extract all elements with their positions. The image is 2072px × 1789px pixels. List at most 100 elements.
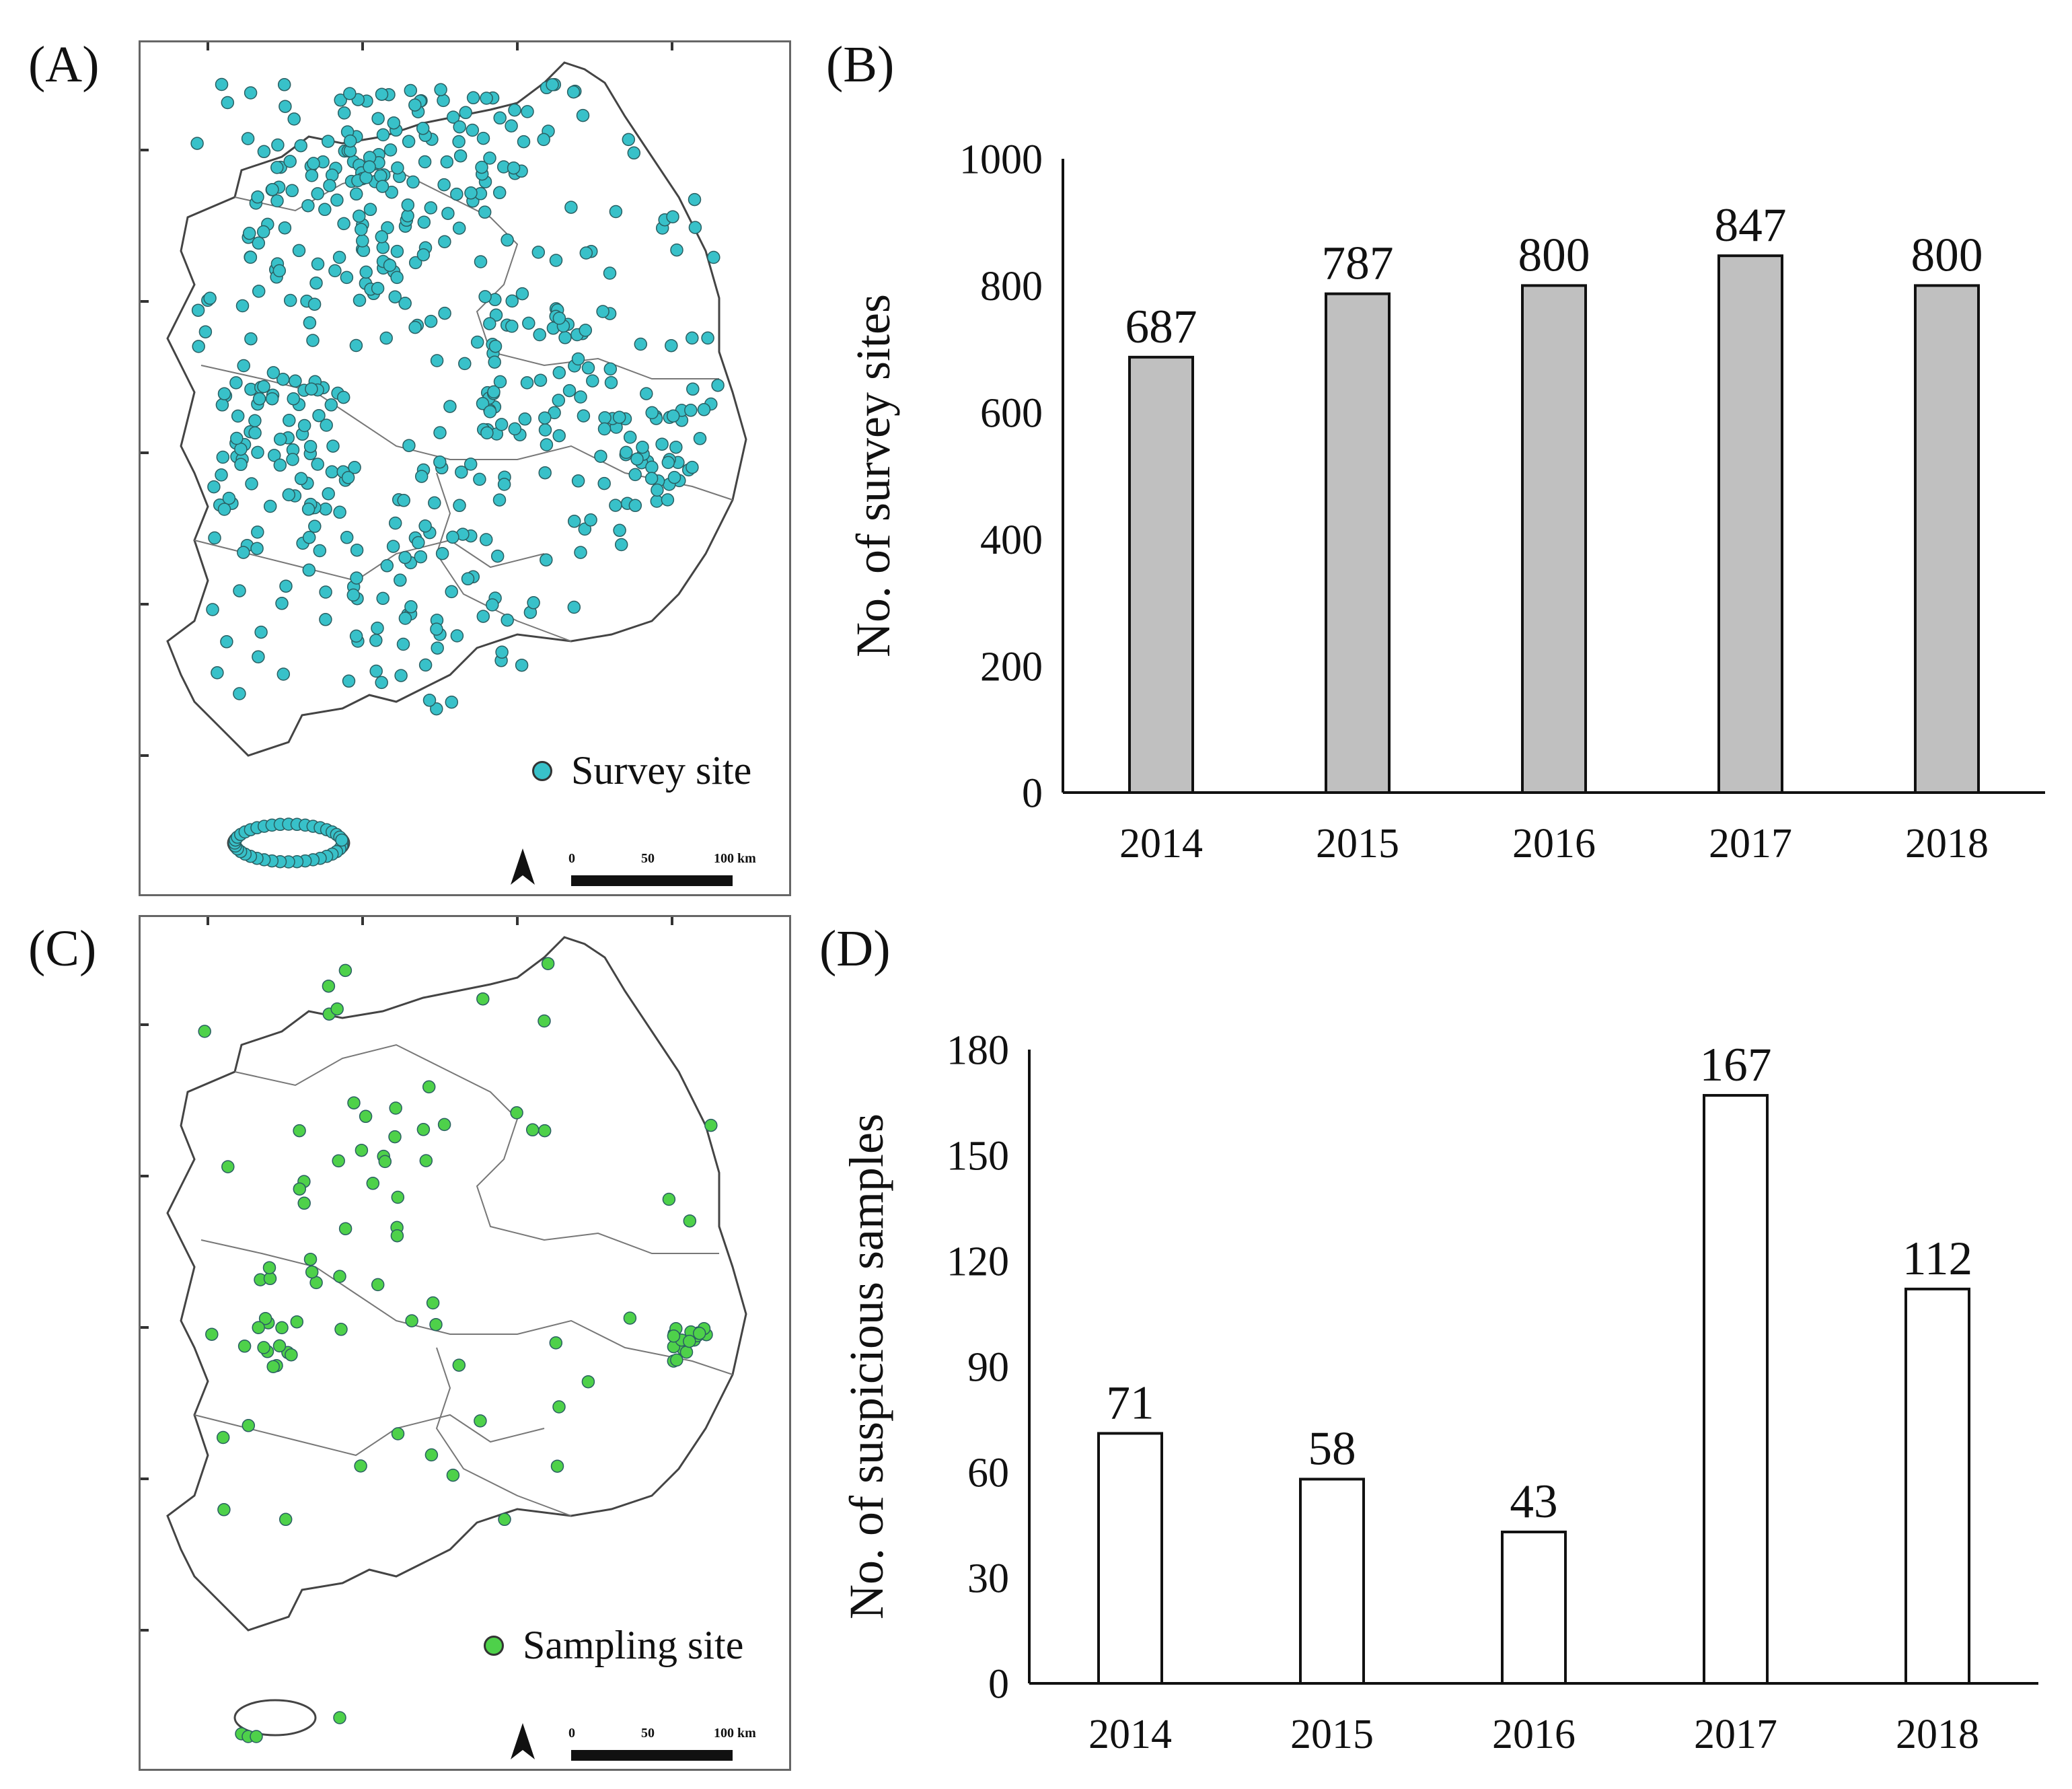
- site-marker: [531, 246, 546, 259]
- chart-b-svg: 0 200 400 600 800 1000 No. of survey sites 687 2…: [846, 137, 2045, 867]
- site-marker: [473, 472, 486, 486]
- scale-tick-100: 100 km: [714, 851, 756, 866]
- site-marker: [334, 1323, 348, 1336]
- site-marker: [476, 131, 490, 145]
- y-axis-label: No. of survey sites: [846, 294, 900, 657]
- site-marker: [574, 390, 587, 404]
- site-marker: [550, 1459, 564, 1473]
- site-marker: [466, 91, 480, 105]
- site-marker: [581, 361, 595, 375]
- site-marker: [644, 472, 659, 485]
- site-marker: [597, 422, 612, 436]
- site-marker: [406, 175, 420, 189]
- site-marker: [251, 525, 264, 539]
- site-marker: [445, 585, 458, 599]
- site-marker: [650, 495, 664, 508]
- site-marker: [303, 316, 317, 330]
- site-marker: [430, 702, 443, 716]
- y-tick-label: 120: [947, 1239, 1009, 1285]
- site-marker: [293, 1124, 306, 1138]
- site-marker: [533, 373, 548, 387]
- site-marker: [391, 1427, 405, 1440]
- site-marker: [441, 207, 455, 220]
- site-marker: [340, 531, 354, 544]
- site-marker: [701, 331, 714, 345]
- site-marker: [305, 169, 319, 182]
- y-tick-label: 200: [980, 644, 1043, 690]
- scale-tick-50: 50: [641, 851, 655, 866]
- y-tick-label: 150: [947, 1134, 1009, 1179]
- scale-bar: 0 50 100 km: [497, 836, 766, 890]
- site-marker: [366, 1177, 380, 1190]
- site-marker: [408, 320, 422, 334]
- site-marker: [326, 439, 340, 453]
- site-marker: [307, 297, 322, 311]
- site-marker: [429, 1317, 443, 1331]
- site-marker: [369, 664, 383, 678]
- site-marker: [574, 546, 587, 559]
- site-marker: [486, 598, 499, 612]
- site-marker: [414, 550, 428, 564]
- site-marker: [613, 523, 626, 538]
- site-marker: [627, 146, 641, 160]
- data-label: 43: [1510, 1475, 1557, 1528]
- site-marker: [651, 483, 664, 497]
- site-marker: [452, 135, 466, 149]
- korea-map-outline: [141, 917, 747, 1743]
- site-marker: [190, 137, 204, 150]
- site-marker: [552, 429, 566, 443]
- site-marker: [275, 597, 289, 610]
- site-marker: [424, 201, 438, 215]
- scale-bar: 0 50 100 km: [497, 1711, 766, 1765]
- x-tick-label: 2017: [1694, 1712, 1777, 1757]
- site-marker: [319, 613, 332, 626]
- site-marker: [237, 546, 250, 559]
- site-marker: [321, 135, 335, 148]
- site-marker: [480, 426, 494, 440]
- site-marker: [371, 621, 384, 635]
- site-marker: [416, 1123, 431, 1136]
- site-marker: [342, 674, 356, 688]
- site-marker: [476, 397, 490, 410]
- site-marker: [492, 493, 507, 507]
- site-marker: [437, 94, 450, 108]
- site-marker: [431, 641, 444, 655]
- site-marker: [630, 452, 644, 466]
- site-marker: [328, 264, 342, 278]
- data-label: 800: [1911, 228, 1983, 281]
- site-marker: [571, 474, 585, 488]
- site-marker: [438, 306, 451, 320]
- site-marker: [552, 366, 566, 379]
- site-marker: [380, 559, 394, 573]
- site-marker: [343, 87, 357, 100]
- scale-tick-0: 0: [568, 1726, 575, 1741]
- site-marker: [697, 403, 711, 416]
- site-marker: [692, 1327, 706, 1340]
- site-marker: [609, 205, 623, 219]
- y-tick-label: 600: [980, 391, 1043, 437]
- site-marker: [251, 190, 264, 204]
- site-marker: [309, 276, 323, 290]
- site-marker: [571, 352, 585, 366]
- site-marker: [318, 203, 332, 217]
- site-marker: [455, 465, 468, 479]
- site-marker: [683, 1214, 697, 1228]
- site-marker: [390, 270, 404, 285]
- korea-map-outline: [141, 42, 747, 869]
- site-marker: [623, 1311, 637, 1325]
- site-marker: [594, 449, 607, 463]
- site-marker: [251, 445, 264, 460]
- site-marker: [576, 108, 590, 122]
- site-marker: [263, 1272, 277, 1286]
- sampling-site-map: Sampling site 0 50 100 km: [139, 915, 791, 1771]
- site-marker: [252, 1321, 265, 1334]
- site-marker: [428, 496, 441, 510]
- site-marker: [665, 338, 678, 353]
- y-tick-label: 30: [967, 1556, 1009, 1602]
- north-arrow-icon: [504, 843, 544, 890]
- site-marker: [307, 157, 320, 170]
- site-marker: [371, 281, 385, 295]
- site-marker: [234, 442, 248, 456]
- y-tick-label: 800: [980, 264, 1043, 309]
- site-marker: [683, 1334, 696, 1348]
